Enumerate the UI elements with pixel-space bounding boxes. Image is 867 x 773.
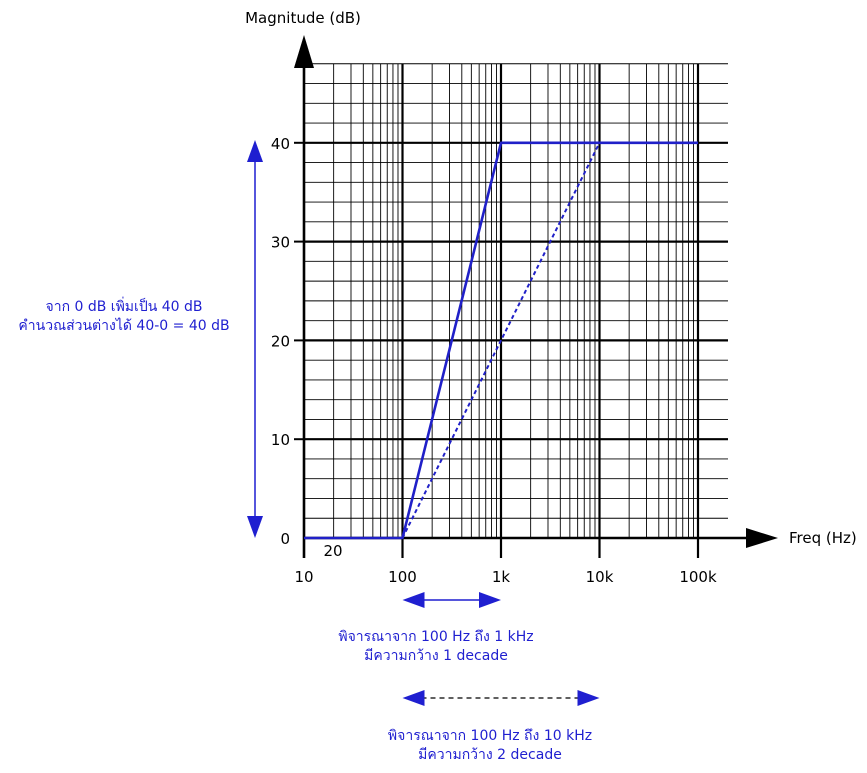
two-decade-arrow-head-right	[577, 690, 600, 706]
vertical-arrow-head-bottom	[247, 516, 263, 538]
major-grid	[294, 63, 728, 558]
one-decade-note-line2: มีความกว้าง 1 decade	[364, 648, 508, 664]
y-tick-label: 40	[271, 135, 290, 153]
extra-label-20: 20	[323, 542, 342, 560]
x-tick-label: 1k	[492, 568, 511, 586]
y-axis-arrowhead	[294, 35, 314, 68]
two-decade-note-line1: พิจารณาจาก 100 Hz ถึง 10 kHz	[387, 728, 593, 744]
vertical-span-note: จาก 0 dB เพิ่มเป็น 40 dB คำนวณส่วนต่างได…	[0, 298, 248, 336]
one-decade-arrow-head-right	[479, 592, 501, 608]
x-tick-label: 10	[294, 568, 313, 586]
minor-grid	[304, 63, 728, 538]
vertical-arrow-head-top	[247, 140, 263, 162]
two-decade-note: พิจารณาจาก 100 Hz ถึง 10 kHz มีความกว้าง…	[340, 727, 640, 765]
one-decade-note-line1: พิจารณาจาก 100 Hz ถึง 1 kHz	[338, 629, 534, 645]
y-axis-label: Magnitude (dB)	[245, 9, 361, 27]
y-tick-label: 0	[280, 530, 290, 548]
annotation-arrows	[247, 140, 600, 706]
axes	[294, 35, 778, 558]
vertical-span-note-line1: จาก 0 dB เพิ่มเป็น 40 dB	[45, 299, 203, 315]
x-tick-label: 100	[388, 568, 417, 586]
y-tick-label: 30	[271, 234, 290, 252]
vertical-span-note-line2: คำนวณส่วนต่างได้ 40-0 = 40 dB	[18, 318, 230, 334]
x-axis-label: Freq (Hz)	[789, 529, 857, 547]
tick-labels: 10 100 1k 10k 100k 0 10 20 30 40	[271, 135, 717, 586]
one-decade-note: พิจารณาจาก 100 Hz ถึง 1 kHz มีความกว้าง …	[300, 628, 572, 666]
x-axis-arrowhead	[746, 528, 778, 548]
y-tick-label: 20	[271, 332, 290, 350]
two-decade-arrow-head-left	[402, 690, 425, 706]
x-tick-label: 10k	[586, 568, 614, 586]
series-line-2	[401, 142, 601, 539]
x-tick-label: 100k	[679, 568, 717, 586]
series-layer	[304, 141, 698, 540]
one-decade-arrow-head-left	[402, 592, 425, 608]
two-decade-note-line2: มีความกว้าง 2 decade	[418, 747, 562, 763]
y-tick-label: 10	[271, 431, 290, 449]
